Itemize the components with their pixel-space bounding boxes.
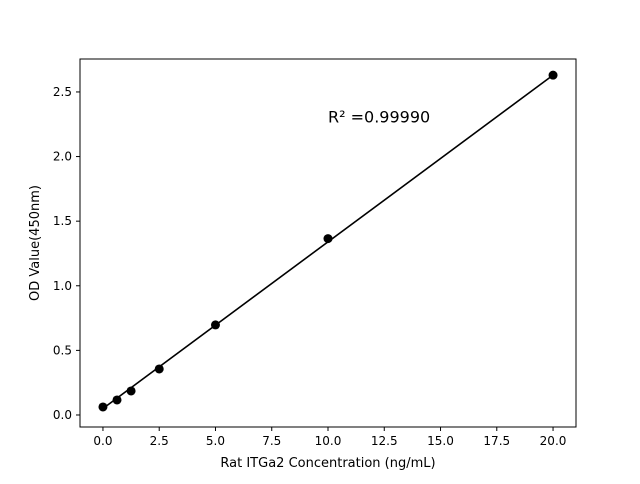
data-point: [210, 320, 220, 330]
x-tick-label: 7.5: [262, 434, 281, 448]
y-axis: 0.0 0.5 1.0 1.5 2.0 2.5: [53, 85, 80, 422]
plot-marks: [98, 70, 558, 412]
x-tick-label: 10.0: [315, 434, 342, 448]
r-squared-annotation: R² =0.99990: [328, 107, 430, 126]
data-point: [548, 70, 558, 80]
data-point: [126, 386, 136, 396]
x-tick-label: 12.5: [371, 434, 398, 448]
y-tick-label: 2.5: [53, 85, 72, 99]
data-point: [98, 402, 108, 412]
data-point: [323, 234, 333, 244]
x-axis: 0.0 2.5 5.0 7.5 10.0 12.5 15.0 17.5 20.0: [93, 427, 566, 448]
data-point: [112, 395, 122, 405]
x-tick-label: 17.5: [483, 434, 510, 448]
y-tick-label: 0.5: [53, 343, 72, 357]
x-tick-label: 5.0: [206, 434, 225, 448]
data-point: [154, 364, 164, 374]
y-tick-label: 2.0: [53, 150, 72, 164]
x-tick-label: 15.0: [427, 434, 454, 448]
y-axis-label: OD Value(450nm): [28, 185, 43, 301]
y-tick-label: 0.0: [53, 408, 72, 422]
x-tick-label: 20.0: [540, 434, 567, 448]
y-tick-label: 1.5: [53, 214, 72, 228]
x-axis-label: Rat ITGa2 Concentration (ng/mL): [220, 456, 435, 471]
x-tick-label: 2.5: [150, 434, 169, 448]
y-tick-label: 1.0: [53, 279, 72, 293]
x-tick-label: 0.0: [93, 434, 112, 448]
